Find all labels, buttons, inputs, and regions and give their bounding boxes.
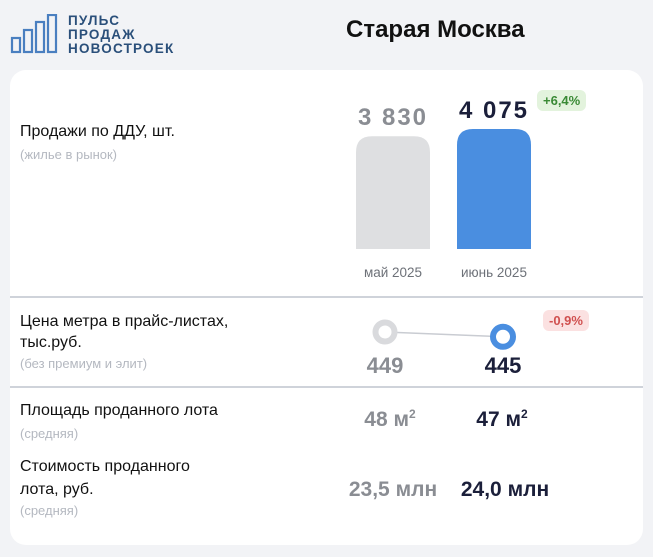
price-value-may: 449 xyxy=(366,353,404,378)
area-unit-sup: 2 xyxy=(521,407,528,421)
area-unit-sup: 2 xyxy=(409,407,416,421)
logo-line-2: ПРОДАЖ xyxy=(68,27,136,42)
price-value-june: 445 xyxy=(484,353,522,378)
sales-value-june: 4 075 xyxy=(458,97,530,124)
area-value-may-text: 48 м xyxy=(364,408,410,431)
stats-card: Продажи по ДДУ, шт. (жилье в рынок) +6,4… xyxy=(10,70,643,545)
page-title: Старая Москва xyxy=(346,16,525,43)
area-label: Площадь проданного лота xyxy=(20,402,218,419)
sales-bar-june xyxy=(457,129,531,249)
area-value-june-text: 47 м xyxy=(476,408,522,431)
price-point-june xyxy=(490,323,516,350)
cost-sublabel: (средняя) xyxy=(20,503,79,518)
area-value-june: 47 м2 xyxy=(457,407,547,432)
bar-chart-logo-icon xyxy=(10,14,58,54)
area-value-may: 48 м2 xyxy=(345,407,435,432)
logo-line-1: ПУЛЬС xyxy=(68,13,121,28)
price-change-badge: -0,9% xyxy=(543,310,589,331)
brand-logo: ПУЛЬС ПРОДАЖ НОВОСТРОЕК xyxy=(10,12,190,56)
cost-value-may: 23,5 млн xyxy=(348,478,438,501)
cost-value-june: 24,0 млн xyxy=(460,478,550,501)
sales-sublabel: (жилье в рынок) xyxy=(20,147,118,162)
price-label-line2: тыс.руб. xyxy=(20,334,82,351)
price-label-line1: Цена метра в прайс-листах, xyxy=(20,313,229,330)
period-label-may: май 2025 xyxy=(363,265,423,280)
cost-label-line1: Стоимость проданного xyxy=(20,458,190,475)
period-label-june: июнь 2025 xyxy=(461,265,527,280)
price-sublabel: (без премиум и элит) xyxy=(20,356,148,371)
price-point-may xyxy=(372,319,398,345)
logo-line-3: НОВОСТРОЕК xyxy=(68,41,175,56)
area-sublabel: (средняя) xyxy=(20,426,79,441)
logo-text: ПУЛЬС ПРОДАЖ НОВОСТРОЕК xyxy=(68,14,174,56)
sales-change-badge: +6,4% xyxy=(537,90,587,111)
sales-bar-chart xyxy=(356,129,531,249)
divider xyxy=(10,296,643,298)
sales-label: Продажи по ДДУ, шт. xyxy=(20,123,175,140)
price-line xyxy=(384,331,504,338)
sales-bar-may xyxy=(356,136,430,249)
sales-value-may: 3 830 xyxy=(357,104,429,132)
cost-label-line2: лота, руб. xyxy=(20,481,94,498)
divider xyxy=(10,386,643,388)
price-line-chart xyxy=(372,319,516,350)
